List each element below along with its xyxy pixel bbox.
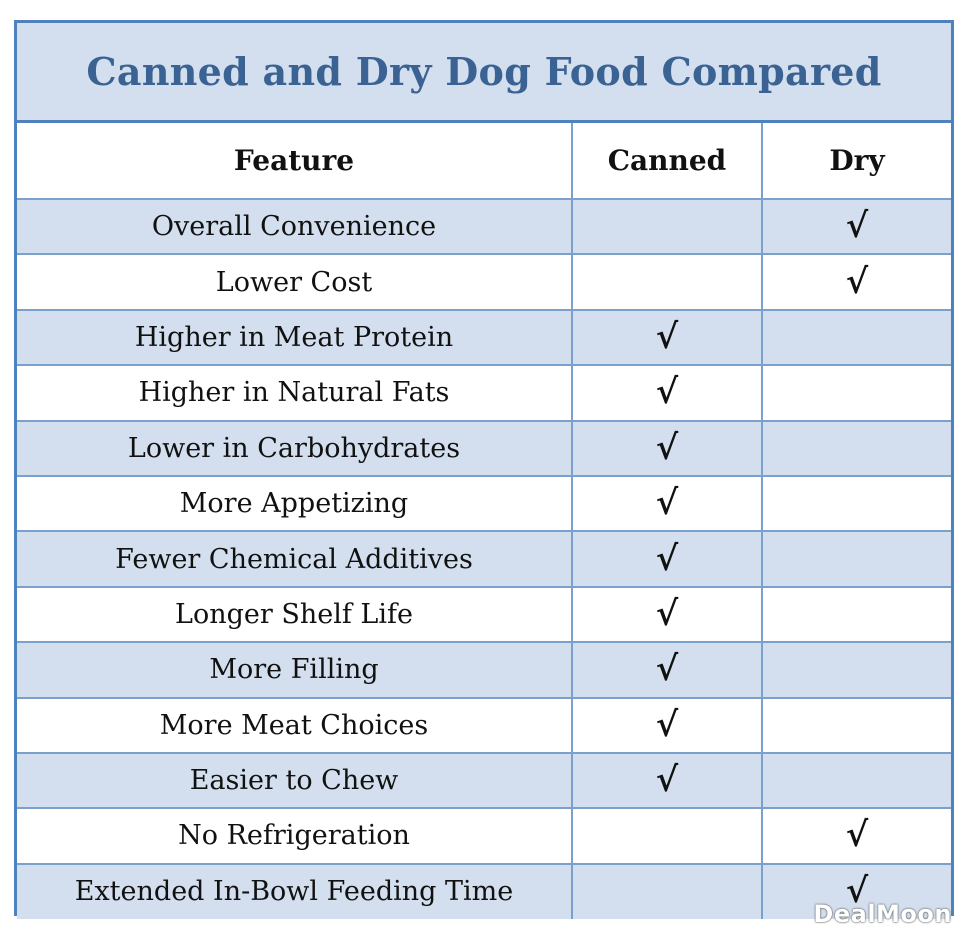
check-mark-icon: √: [655, 538, 679, 579]
feature-cell: No Refrigeration: [17, 807, 572, 864]
dry-cell: √: [761, 862, 951, 920]
dry-cell: [761, 641, 951, 698]
dry-cell: [761, 419, 951, 476]
page-title: Canned and Dry Dog Food Compared: [86, 49, 882, 94]
feature-cell: Lower Cost: [17, 253, 572, 310]
table-row: Lower Cost √: [17, 253, 951, 310]
dry-cell: [761, 308, 951, 366]
table-row: Extended In-Bowl Feeding Time √: [17, 862, 951, 920]
dry-cell: [761, 751, 951, 809]
feature-cell: More Meat Choices: [17, 696, 572, 753]
canned-cell: √: [571, 308, 762, 366]
feature-cell: Longer Shelf Life: [17, 585, 572, 643]
check-mark-icon: √: [845, 871, 869, 912]
dry-cell: [761, 364, 951, 421]
dry-cell: [761, 474, 951, 532]
dry-cell: [761, 530, 951, 587]
table-row: Longer Shelf Life √: [17, 585, 951, 643]
canned-cell: √: [571, 585, 762, 643]
check-mark-icon: √: [655, 704, 679, 745]
feature-cell: Lower in Carbohydrates: [17, 419, 572, 476]
table-row: Higher in Meat Protein √: [17, 308, 951, 366]
canned-cell: √: [571, 364, 762, 421]
feature-cell: More Appetizing: [17, 474, 572, 532]
canned-cell: √: [571, 696, 762, 753]
dry-cell: √: [761, 197, 951, 255]
table-row: More Filling √: [17, 641, 951, 698]
canned-cell: [571, 807, 762, 864]
table-body: Overall Convenience √ Lower Cost √ Higher in…: [17, 197, 951, 920]
header-canned: Canned: [571, 123, 762, 199]
canned-cell: √: [571, 751, 762, 809]
canned-cell: √: [571, 530, 762, 587]
comparison-frame: Canned and Dry Dog Food Compared Feature…: [14, 20, 954, 920]
feature-cell: Overall Convenience: [17, 197, 572, 255]
check-mark-icon: √: [655, 316, 679, 357]
check-mark-icon: √: [845, 261, 869, 302]
canned-cell: [571, 197, 762, 255]
check-mark-icon: √: [655, 483, 679, 524]
feature-cell: Higher in Natural Fats: [17, 364, 572, 421]
check-mark-icon: √: [845, 815, 869, 856]
feature-cell: Fewer Chemical Additives: [17, 530, 572, 587]
dry-cell: [761, 696, 951, 753]
title-bar: Canned and Dry Dog Food Compared: [17, 23, 951, 123]
feature-cell: Higher in Meat Protein: [17, 308, 572, 366]
table-row: Easier to Chew √: [17, 751, 951, 809]
table-row: Fewer Chemical Additives √: [17, 530, 951, 587]
feature-cell: More Filling: [17, 641, 572, 698]
canned-cell: √: [571, 419, 762, 476]
dry-cell: [761, 585, 951, 643]
check-mark-icon: √: [655, 593, 679, 634]
check-mark-icon: √: [655, 760, 679, 801]
table-row: Higher in Natural Fats √: [17, 364, 951, 421]
canned-cell: [571, 253, 762, 310]
comparison-table: Feature Canned Dry Overall Convenience √ L…: [17, 123, 951, 920]
dry-cell: √: [761, 253, 951, 310]
table-row: More Meat Choices √: [17, 696, 951, 753]
table-row: No Refrigeration √: [17, 807, 951, 864]
table-row: More Appetizing √: [17, 474, 951, 532]
header-dry: Dry: [761, 123, 951, 199]
canned-cell: [571, 862, 762, 920]
check-mark-icon: √: [655, 427, 679, 468]
header-feature: Feature: [17, 123, 572, 199]
dry-cell: √: [761, 807, 951, 864]
table-row: Lower in Carbohydrates √: [17, 419, 951, 476]
feature-cell: Easier to Chew: [17, 751, 572, 809]
check-mark-icon: √: [655, 649, 679, 690]
table-header-row: Feature Canned Dry: [17, 123, 951, 199]
watermark-logo: DealMoon: [813, 900, 952, 928]
feature-cell: Extended In-Bowl Feeding Time: [17, 862, 572, 920]
check-mark-icon: √: [655, 372, 679, 413]
canned-cell: √: [571, 474, 762, 532]
canned-cell: √: [571, 641, 762, 698]
table-row: Overall Convenience √: [17, 197, 951, 255]
check-mark-icon: √: [845, 206, 869, 247]
